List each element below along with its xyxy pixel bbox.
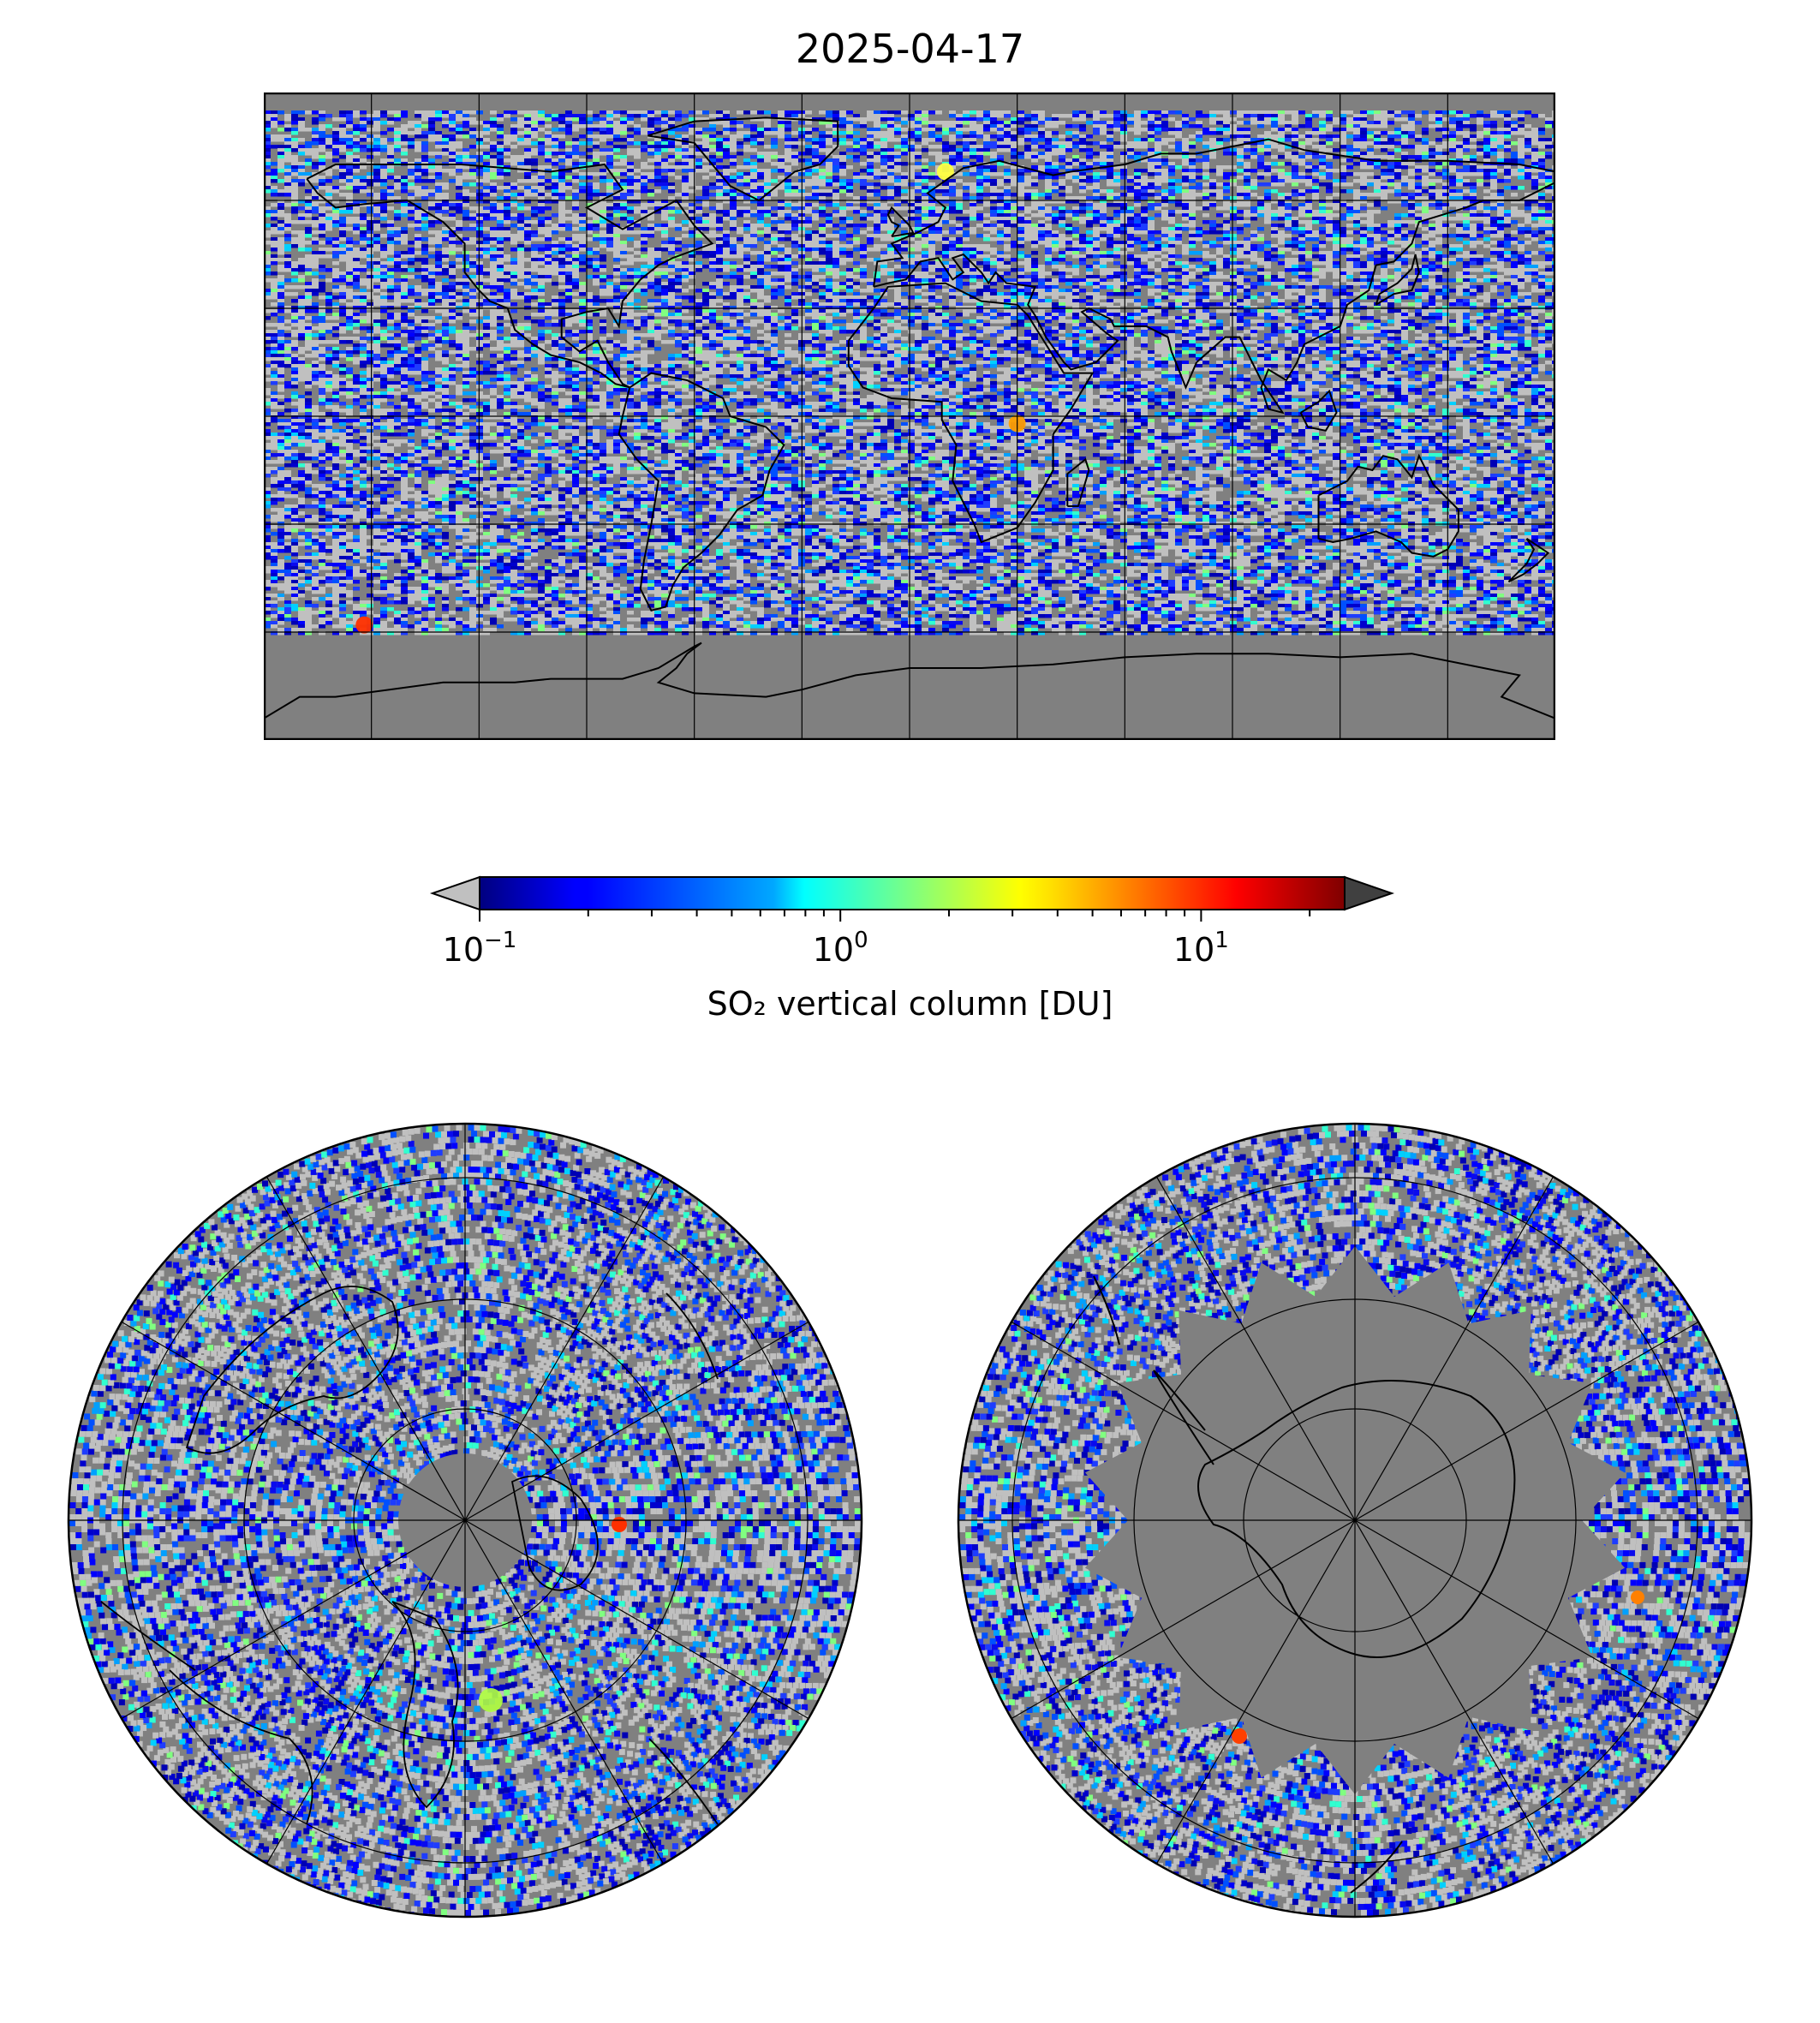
coastline xyxy=(1197,1380,1516,1658)
colorbar-over-extension xyxy=(1344,875,1395,911)
north-graticule xyxy=(69,1124,862,1917)
coastline-greenland xyxy=(647,116,839,202)
coastline xyxy=(648,1738,719,1825)
coastline-south-america xyxy=(618,372,785,612)
coastline xyxy=(665,1292,719,1380)
coastline xyxy=(1153,1370,1214,1465)
colorbar: 10−1 100 101 xyxy=(429,875,1395,969)
colorbar-under-extension xyxy=(429,875,480,911)
so2-hotspot xyxy=(1631,1590,1644,1604)
meridian xyxy=(121,1321,809,1720)
so2-hotspot xyxy=(612,1517,627,1532)
south-graticule xyxy=(958,1124,1751,1917)
global-map-frame xyxy=(264,92,1555,740)
coastline xyxy=(185,1286,399,1454)
colorbar-tick-labels: 10−1 100 101 xyxy=(443,928,1229,969)
north-data-field xyxy=(69,1125,862,1917)
coastline-japan xyxy=(1375,254,1420,306)
north-map-frame xyxy=(67,1122,863,1919)
figure-title: 2025-04-17 xyxy=(0,26,1820,72)
colorbar-tick-label: 10−1 xyxy=(443,928,517,969)
coastline xyxy=(1093,1275,1120,1346)
north-polar-map xyxy=(67,1122,863,1919)
south-map-frame xyxy=(957,1122,1753,1919)
global-map xyxy=(264,92,1555,740)
coastline-uk xyxy=(886,206,915,237)
south-coastlines xyxy=(1093,1275,1516,1894)
coastline-borneo xyxy=(1299,389,1338,432)
coastline xyxy=(100,1601,196,1671)
so2-hotspot xyxy=(936,163,954,181)
so2-hotspot xyxy=(479,1688,503,1712)
colorbar-tick-label: 100 xyxy=(813,928,868,969)
meridian xyxy=(1011,1321,1699,1720)
colorbar-ticks xyxy=(479,910,1311,922)
global-data-field xyxy=(264,110,1555,636)
coastline-eurasia xyxy=(873,138,1555,415)
colorbar-tick-label: 101 xyxy=(1173,928,1229,969)
colorbar-frame xyxy=(479,876,1346,910)
south-polar-map xyxy=(957,1122,1753,1919)
coastline xyxy=(510,1475,599,1591)
coastline xyxy=(169,1669,313,1825)
so2-hotspot xyxy=(1232,1728,1247,1744)
global-graticule xyxy=(264,92,1555,740)
coastline-new-zealand xyxy=(1507,537,1550,583)
so2-hotspot xyxy=(355,616,373,634)
coastline xyxy=(391,1601,459,1809)
north-coastlines xyxy=(100,1286,719,1825)
coastline-madagascar xyxy=(1066,457,1090,507)
coastline-australia xyxy=(1317,453,1459,558)
coastline-africa xyxy=(847,282,1095,544)
coastline xyxy=(1350,1841,1403,1894)
coastline-antarctica xyxy=(264,642,1555,719)
colorbar-gradient xyxy=(480,877,1345,910)
colorbar-label: SO₂ vertical column [DU] xyxy=(0,985,1820,1023)
